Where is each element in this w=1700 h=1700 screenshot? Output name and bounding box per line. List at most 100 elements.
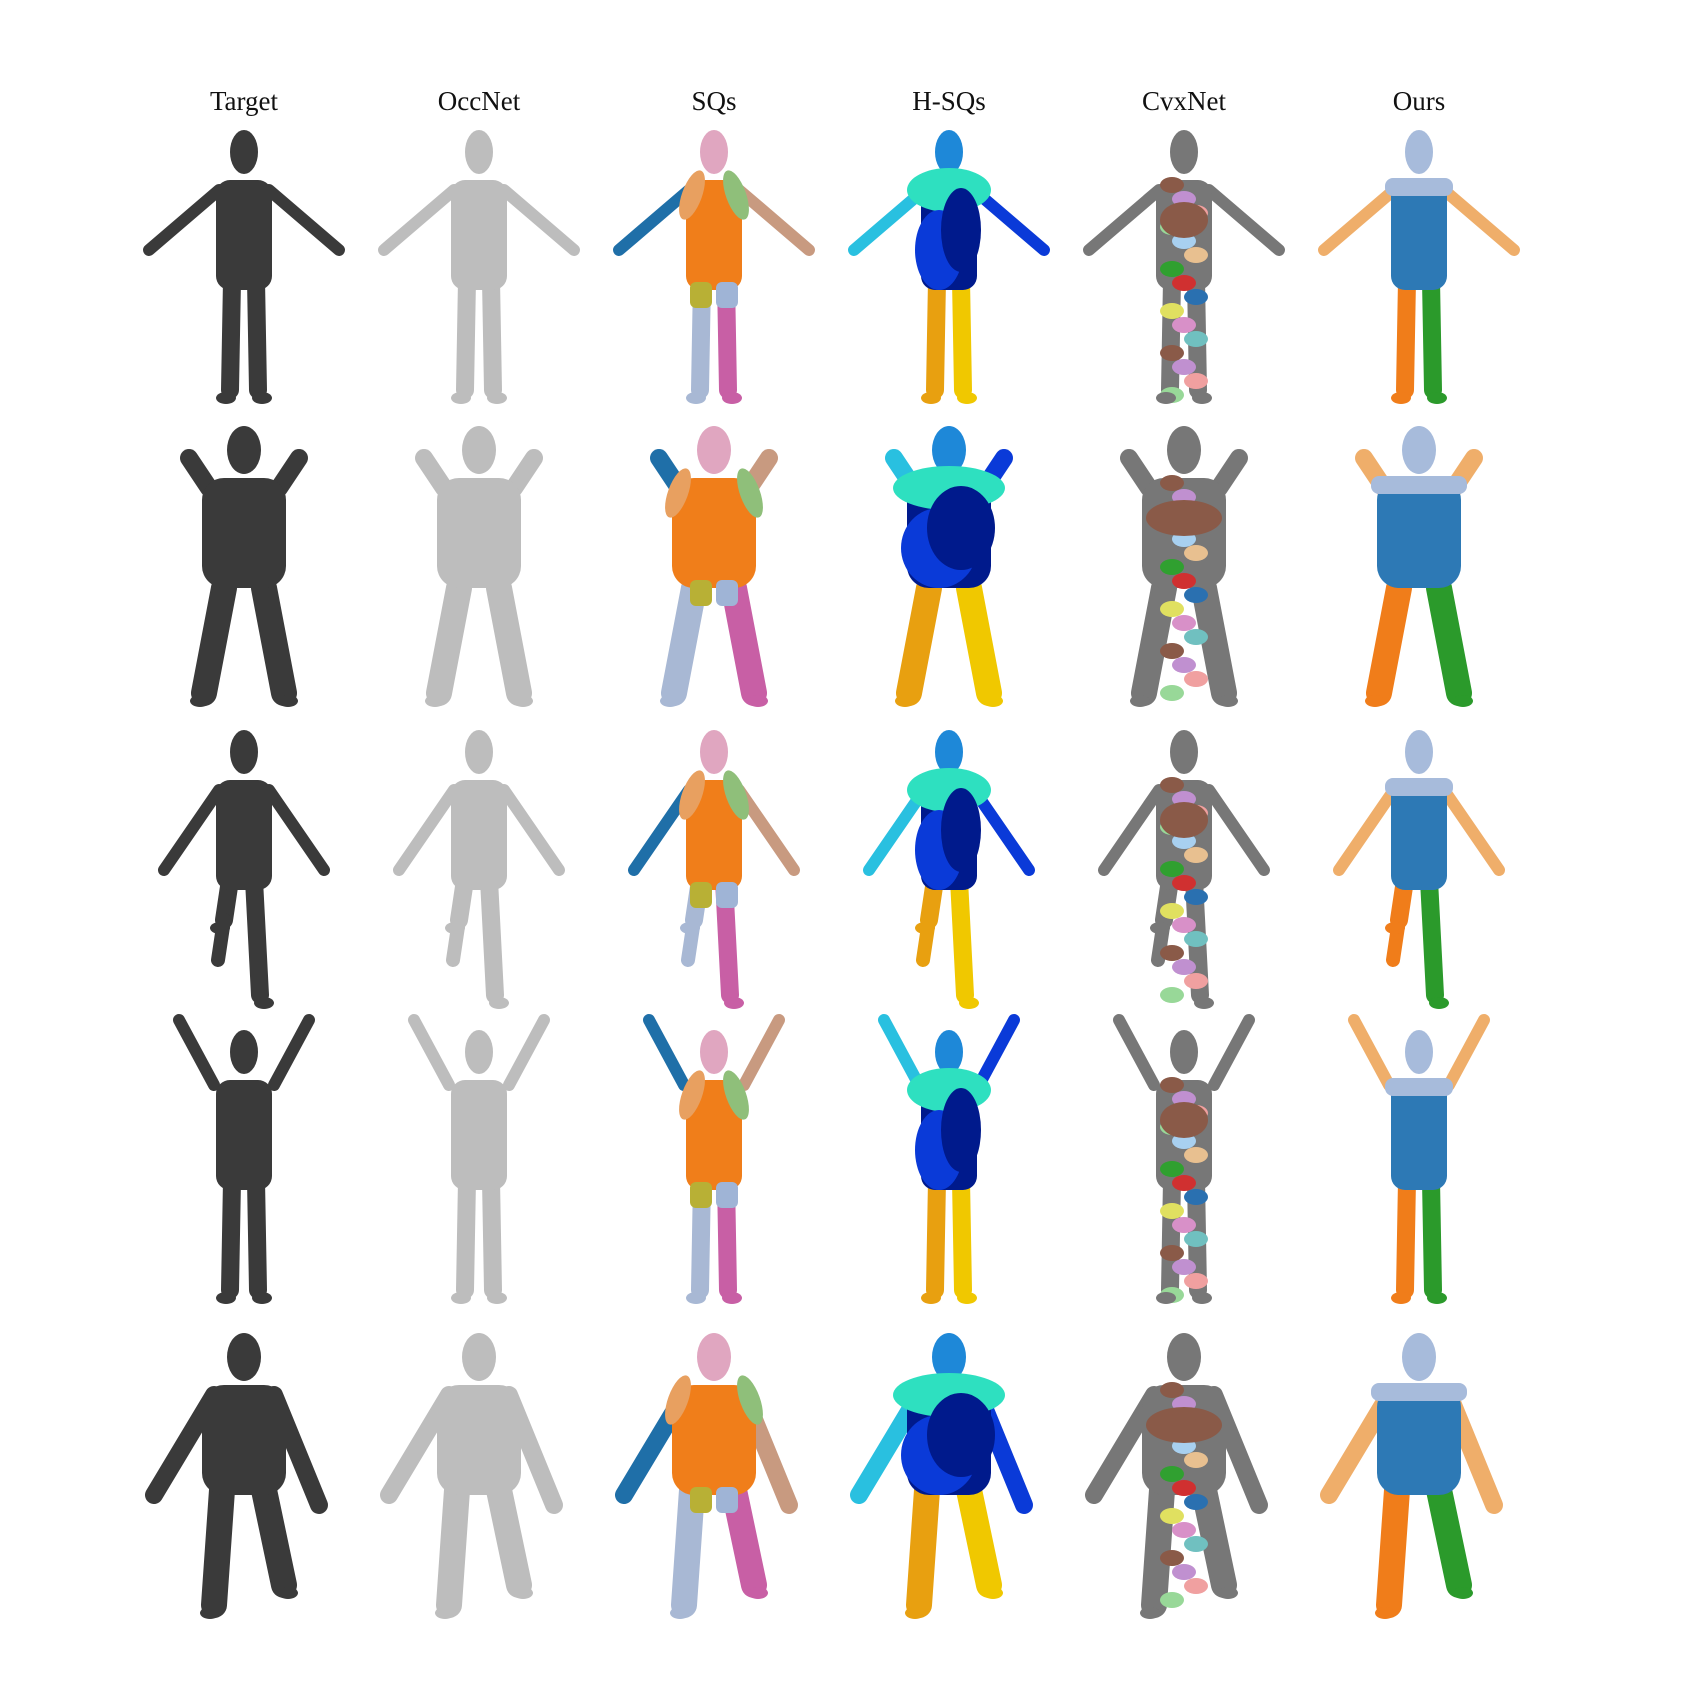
foot-right (1194, 997, 1214, 1009)
leg-left (456, 271, 476, 399)
torso (1377, 478, 1461, 588)
convex-part (1160, 1382, 1184, 1398)
leg-left (1141, 1477, 1175, 1618)
head (230, 730, 258, 774)
convex-part (1160, 1508, 1184, 1524)
convex-part (1184, 1578, 1208, 1594)
foot-right (1218, 1587, 1238, 1599)
primitive-hip-right (716, 882, 738, 908)
primitive-upper-arm-left (679, 770, 705, 820)
figure-hsqs-row-5 (850, 1333, 1033, 1619)
head (227, 1333, 261, 1381)
primitive-upper-arm-right (723, 770, 749, 820)
figure-sqs-row-2 (650, 426, 778, 707)
convex-part (1160, 1592, 1184, 1608)
convex-part (1160, 945, 1184, 961)
convex-part (1160, 345, 1184, 361)
convex-part (1160, 987, 1184, 1003)
primitive-hip-right (716, 580, 738, 606)
figure-cvxnet-row-2 (1120, 426, 1248, 707)
foot-left (200, 1607, 220, 1619)
arm-left (643, 1014, 690, 1091)
head (465, 1030, 493, 1074)
foot-right (722, 1292, 742, 1304)
column-header-sqs: SQs (691, 86, 737, 116)
head (1405, 1030, 1433, 1074)
arm-right (498, 184, 580, 256)
foot-right (748, 695, 768, 707)
arm-left (1113, 1014, 1160, 1091)
figure-ours-row-5 (1320, 1333, 1503, 1619)
foot-right (957, 392, 977, 404)
primitive-torso-dark (927, 1393, 995, 1477)
foot-right (1453, 1587, 1473, 1599)
foot-left (1385, 922, 1405, 934)
leg-right (952, 1171, 972, 1299)
foot-left (216, 392, 236, 404)
convex-part (1160, 177, 1184, 193)
convex-part-chest (1146, 500, 1222, 536)
arm-right (1208, 1014, 1255, 1091)
foot-right (959, 997, 979, 1009)
primitive-hip-left (690, 1487, 712, 1513)
convex-part (1184, 331, 1208, 347)
figure-cvxnet-row-4 (1113, 1014, 1255, 1304)
foot-right (489, 997, 509, 1009)
arm-left (393, 784, 460, 876)
arm-right (1438, 784, 1505, 876)
figure-hsqs-row-2 (885, 426, 1013, 707)
leg-left (191, 575, 237, 706)
torso (1377, 1385, 1461, 1495)
convex-part (1172, 1564, 1196, 1580)
arm-left (863, 784, 930, 876)
figure-occnet-row-5 (380, 1333, 563, 1619)
part-shoulders (1385, 178, 1453, 196)
leg-right (251, 1477, 297, 1598)
convex-part (1184, 889, 1208, 905)
arm-right (268, 1014, 315, 1091)
figure-target-row-3 (158, 730, 330, 1009)
leg-right (721, 575, 767, 706)
primitive-torso-dark (941, 188, 981, 272)
arm-right (503, 1014, 550, 1091)
arm-left (158, 784, 225, 876)
primitive-upper-arm-right (723, 1070, 749, 1120)
figure-hsqs-row-3 (863, 730, 1035, 1009)
convex-part (1184, 373, 1208, 389)
arm-left (173, 1014, 220, 1091)
torso (216, 1080, 272, 1190)
figure-hsqs-row-1 (848, 130, 1050, 404)
head (465, 130, 493, 174)
head (1167, 426, 1201, 474)
foot-left (451, 1292, 471, 1304)
figure-occnet-row-3 (393, 730, 565, 1009)
arm-left (415, 449, 453, 497)
leg-left (221, 271, 241, 399)
leg-right (950, 871, 974, 1004)
foot-right (513, 695, 533, 707)
figure-occnet-row-1 (378, 130, 580, 404)
foot-right (487, 392, 507, 404)
arm-left (1120, 449, 1158, 497)
convex-part (1160, 601, 1184, 617)
convex-part (1172, 615, 1196, 631)
convex-part (1184, 847, 1208, 863)
head (935, 730, 963, 774)
foot-left (1140, 1607, 1160, 1619)
foot-left (686, 1292, 706, 1304)
arm-right (733, 184, 815, 256)
convex-part (1172, 359, 1196, 375)
leg-right (1422, 271, 1442, 399)
head (227, 426, 261, 474)
part-shoulders (1371, 1383, 1467, 1401)
primitive-torso-dark (927, 486, 995, 570)
convex-part (1160, 475, 1184, 491)
figure-occnet-row-2 (415, 426, 543, 707)
foot-left (1130, 695, 1150, 707)
convex-part (1184, 545, 1208, 561)
figure-sqs-row-4 (643, 1014, 785, 1304)
leg-left (1376, 1477, 1410, 1618)
foot-right (983, 695, 1003, 707)
foot-left (1375, 1607, 1395, 1619)
